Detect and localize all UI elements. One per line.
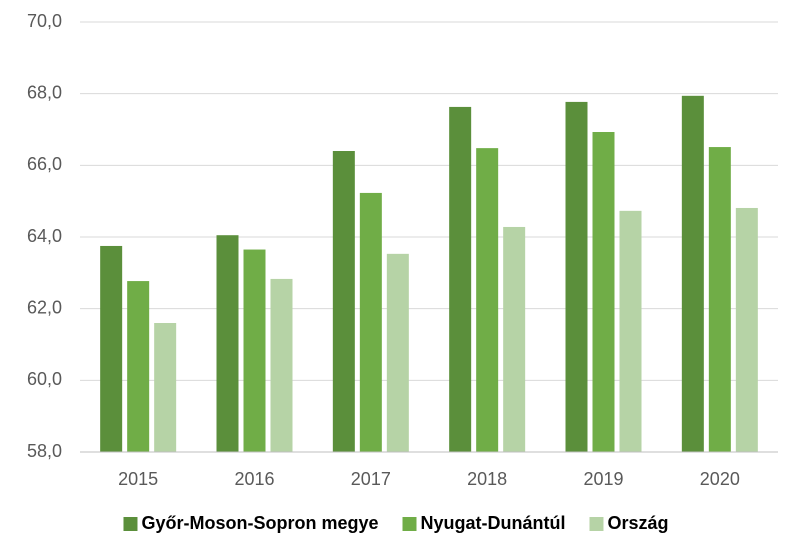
bar [359, 192, 382, 453]
bar [127, 281, 150, 452]
bar [243, 249, 266, 452]
bar [708, 147, 731, 452]
bar [332, 151, 355, 452]
y-tick-label: 58,0 [27, 441, 62, 461]
bar [592, 132, 615, 452]
legend-label: Győr-Moson-Sopron megye [141, 513, 378, 533]
bar [270, 278, 293, 452]
x-tick-label: 2018 [467, 469, 507, 489]
bar [386, 253, 409, 452]
x-tick-label: 2015 [118, 469, 158, 489]
bar [476, 148, 499, 452]
bar [449, 106, 472, 453]
y-tick-label: 68,0 [27, 82, 62, 102]
bar [619, 210, 642, 452]
legend-label: Ország [607, 513, 668, 533]
x-tick-label: 2017 [351, 469, 391, 489]
bar [681, 95, 704, 453]
legend-label: Nyugat-Dunántúl [421, 513, 566, 533]
bar [216, 235, 239, 452]
y-tick-label: 64,0 [27, 226, 62, 246]
x-tick-label: 2019 [583, 469, 623, 489]
bar [565, 101, 588, 453]
y-tick-label: 60,0 [27, 369, 62, 389]
y-tick-label: 62,0 [27, 297, 62, 317]
x-tick-label: 2020 [700, 469, 740, 489]
legend-marker [123, 517, 138, 531]
x-tick-label: 2016 [234, 469, 274, 489]
bar [735, 207, 758, 452]
bar [100, 245, 123, 452]
legend-marker [402, 517, 417, 531]
bar [503, 226, 526, 452]
legend-marker [589, 517, 604, 531]
y-tick-label: 70,0 [27, 11, 62, 31]
bar [154, 323, 177, 452]
y-tick-label: 66,0 [27, 154, 62, 174]
